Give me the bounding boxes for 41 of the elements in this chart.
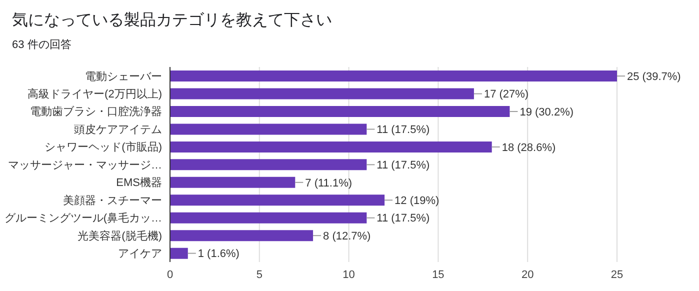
y-tick-label: EMS機器 — [116, 177, 162, 190]
chart-title: 気になっている製品カテゴリを教えて下さい — [12, 10, 332, 31]
bar — [170, 88, 474, 100]
bar — [170, 248, 188, 259]
text: 63 件の回答 — [12, 38, 72, 52]
bar — [170, 159, 367, 170]
bar — [170, 124, 367, 135]
bar — [170, 106, 510, 117]
data-label: 12 (19%) — [394, 194, 440, 207]
x-tick-label: 15 — [432, 268, 444, 281]
y-tick-label: 電動シェーバー — [85, 70, 162, 83]
data-label: 11 (17.5%) — [376, 160, 430, 172]
x-tick-label: 25 — [610, 268, 624, 281]
bar — [170, 194, 385, 206]
x-tick-label: 10 — [342, 268, 355, 281]
data-label: 17 (27%) — [484, 88, 529, 101]
y-tick-label: 高級ドライヤー(2万円以上) — [28, 87, 162, 100]
y-tick-label: アイケア — [118, 248, 162, 260]
data-label: 7 (11.1%) — [305, 177, 352, 190]
x-tick-label: 20 — [521, 268, 534, 281]
data-label: 19 (30.2%) — [520, 106, 574, 118]
bar — [170, 230, 314, 242]
y-tick-label: グルーミングツール(鼻毛カッ… — [4, 212, 162, 225]
bar — [170, 176, 296, 188]
data-label: 1 (1.6%) — [198, 248, 240, 260]
data-label: 25 (39.7%) — [627, 70, 681, 83]
bar — [170, 70, 617, 82]
data-label: 11 (17.5%) — [376, 212, 430, 225]
x-tick-label: 5 — [256, 268, 262, 281]
x-tick-label: 0 — [166, 268, 174, 281]
y-tick-label: 光美容器(脱毛機) — [78, 229, 162, 242]
bar — [170, 212, 367, 224]
data-label: 8 (12.7%) — [323, 230, 371, 242]
bar — [170, 141, 492, 152]
y-tick-label: 頭皮ケアアイテム — [74, 122, 162, 136]
data-label: 18 (28.6%) — [502, 142, 556, 154]
y-tick-label: 電動歯ブラシ・口腔洗浄器 — [30, 105, 162, 118]
y-tick-label: シャワーヘッド(市販品) — [44, 140, 162, 154]
y-tick-label: 美顔器・スチーマー — [63, 194, 162, 207]
data-label: 11 (17.5%) — [376, 124, 430, 136]
y-tick-label: マッサージャー・マッサージ… — [8, 159, 162, 172]
